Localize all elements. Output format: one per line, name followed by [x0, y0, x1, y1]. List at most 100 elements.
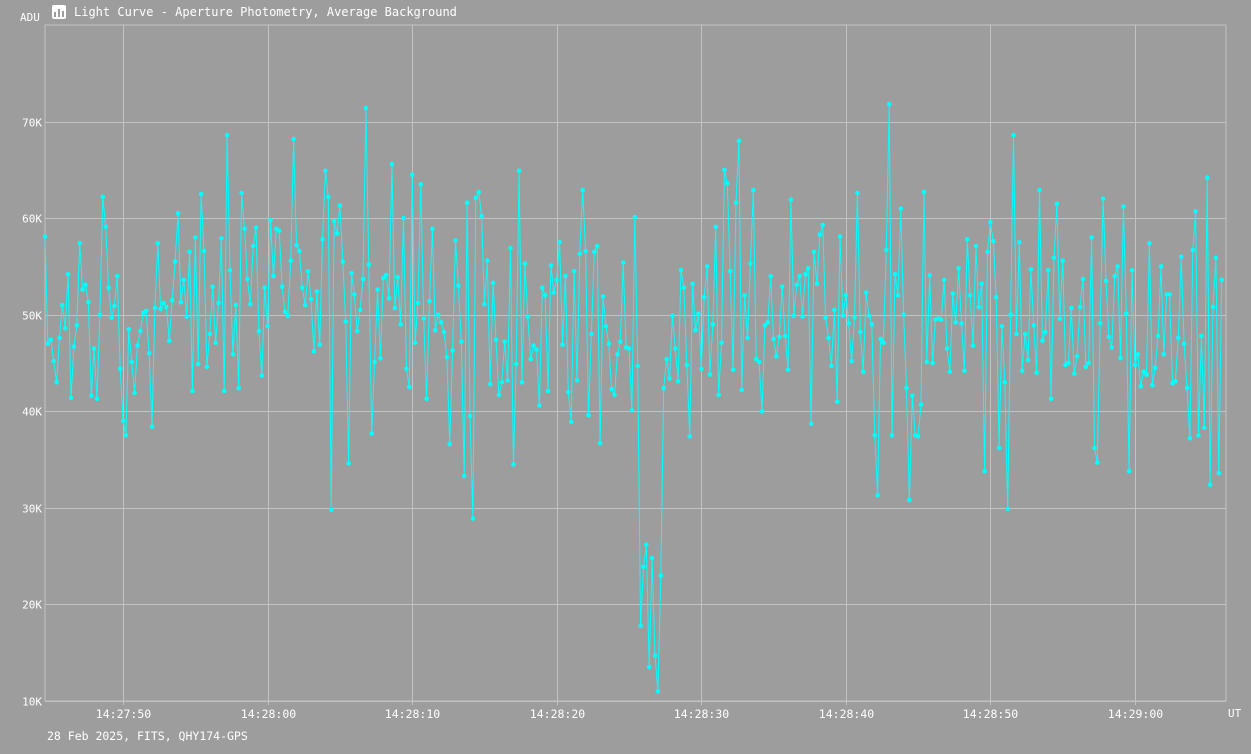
data-point [1060, 258, 1065, 263]
chart-grid [44, 24, 1227, 705]
y-tick-label: 20K [22, 599, 42, 612]
data-point [386, 296, 392, 301]
data-point [227, 268, 233, 273]
data-point [531, 343, 536, 348]
data-point [404, 366, 409, 372]
data-point [210, 284, 215, 290]
data-point [1040, 338, 1045, 344]
data-point [511, 462, 516, 467]
light-curve-app-icon[interactable] [52, 5, 66, 19]
data-point [745, 335, 750, 341]
data-point [152, 305, 158, 311]
data-point [846, 321, 851, 326]
x-tick-label: 14:27:50 [96, 707, 151, 721]
data-point [1202, 425, 1207, 431]
data-point [571, 269, 577, 274]
data-point [1077, 304, 1083, 310]
data-point [224, 132, 230, 138]
data-point [381, 275, 386, 281]
data-point [577, 251, 583, 257]
data-point [800, 314, 805, 319]
data-point [1074, 353, 1080, 359]
data-point [433, 327, 438, 333]
data-point [670, 313, 675, 319]
data-point [340, 259, 346, 264]
x-tick-label: 14:28:00 [241, 707, 296, 721]
data-point [161, 300, 166, 306]
data-point [1181, 341, 1187, 347]
data-point [346, 461, 351, 466]
data-point [805, 266, 811, 271]
data-point [259, 373, 265, 378]
data-point [459, 339, 464, 345]
data-point [722, 167, 727, 173]
data-point [496, 392, 502, 398]
data-point [1187, 436, 1193, 441]
data-point [505, 378, 510, 383]
data-point [1204, 175, 1210, 180]
data-point [48, 337, 54, 343]
data-point [814, 281, 820, 287]
data-point [291, 136, 296, 142]
data-point [112, 303, 117, 309]
y-tick-label: 30K [22, 503, 42, 516]
data-point [470, 516, 476, 521]
data-point [109, 315, 114, 320]
data-point [1129, 268, 1135, 273]
data-point [771, 336, 776, 342]
data-point [540, 285, 545, 291]
data-point [297, 248, 302, 254]
data-point [435, 312, 441, 318]
data-point [195, 361, 201, 367]
data-point [542, 293, 548, 298]
data-point [1121, 204, 1126, 209]
data-point [924, 359, 930, 365]
data-point [42, 234, 48, 239]
data-point [1184, 385, 1190, 391]
data-point [331, 218, 337, 224]
x-tick-label: 14:28:10 [385, 707, 440, 721]
data-point [288, 258, 294, 263]
data-point [1219, 277, 1224, 283]
data-point [83, 282, 88, 288]
data-point [383, 272, 389, 278]
data-point [421, 316, 427, 321]
data-point [444, 354, 450, 360]
data-point [649, 555, 655, 561]
data-point [620, 260, 626, 265]
x-tick-label: 14:28:40 [819, 707, 874, 721]
data-point [1097, 321, 1103, 326]
data-point [834, 399, 840, 404]
x-tick-label: 14:28:30 [674, 707, 729, 721]
data-point [554, 277, 559, 283]
data-point [279, 284, 285, 290]
data-point [372, 359, 377, 365]
data-point [583, 248, 588, 254]
data-point [204, 364, 210, 370]
data-point [999, 324, 1005, 329]
data-point [294, 242, 299, 248]
data-point [1176, 335, 1181, 341]
data-point [563, 273, 568, 279]
data-point [427, 298, 432, 304]
data-point [606, 341, 612, 347]
data-point [187, 249, 192, 255]
data-point [354, 328, 360, 334]
data-point [115, 273, 120, 279]
data-point [117, 366, 123, 372]
data-point [568, 419, 574, 425]
data-point [927, 272, 932, 278]
data-point [730, 367, 736, 373]
data-point [221, 388, 227, 394]
data-point [1124, 311, 1129, 317]
data-point [930, 360, 935, 366]
data-point [840, 313, 846, 319]
data-point [169, 297, 175, 303]
data-point [300, 285, 305, 291]
y-tick-label: 60K [22, 213, 42, 226]
data-point [1132, 362, 1138, 368]
data-point [378, 355, 383, 361]
data-point [618, 339, 623, 345]
data-point [875, 493, 880, 498]
